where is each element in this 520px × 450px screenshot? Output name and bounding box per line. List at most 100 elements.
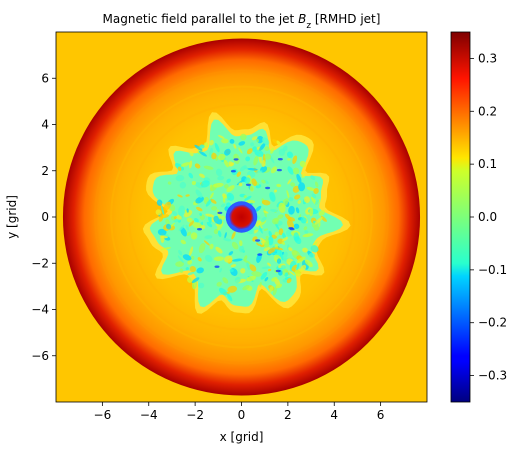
turbulence-speckle — [238, 141, 246, 146]
turbulence-speckle — [175, 214, 182, 220]
turbulence-speckle — [243, 195, 247, 199]
turbulence-speckle — [156, 199, 163, 206]
negative-spot — [217, 211, 223, 215]
negative-spot — [257, 253, 263, 256]
turbulence-speckle — [213, 228, 219, 235]
colorbar-tick-label: −0.1 — [478, 263, 507, 277]
turbulence-speckle — [285, 229, 293, 237]
turbulence-speckle — [293, 223, 300, 229]
turbulence-speckle — [204, 254, 213, 263]
turbulence-speckle — [246, 199, 256, 204]
turbulence-speckle — [195, 196, 204, 204]
turbulence-speckle — [284, 272, 289, 277]
turbulence-speckle — [310, 245, 319, 253]
turbulence-speckle — [265, 235, 269, 240]
turbulence-speckle — [281, 241, 286, 245]
turbulence-speckle — [178, 205, 185, 216]
turbulence-speckle — [171, 210, 178, 217]
turbulence-speckle — [179, 181, 187, 189]
turbulence-speckle — [300, 217, 307, 224]
x-axis-ticks: −6 −4 −2 0 2 4 6 — [94, 402, 384, 422]
turbulence-speckle — [244, 177, 251, 184]
turbulence-speckle — [200, 180, 210, 188]
turbulence-speckle — [185, 224, 190, 231]
turbulence-speckle — [217, 134, 225, 139]
turbulence-speckle — [306, 186, 316, 192]
turbulence-speckle — [199, 144, 205, 149]
turbulence-speckle — [228, 161, 234, 166]
turbulence-speckle — [303, 226, 308, 231]
turbulence-speckle — [191, 180, 196, 186]
turbulence-speckle — [243, 255, 248, 261]
turbulence-speckle — [189, 151, 194, 157]
turbulence-speckle — [195, 189, 203, 198]
turbulence-speckle — [178, 224, 185, 232]
turbulence-speckle — [231, 231, 236, 240]
turbulence-speckle — [262, 137, 270, 146]
turbulence-speckle — [314, 216, 323, 225]
turbulence-speckle — [255, 205, 262, 212]
x-tick-label: 4 — [330, 408, 338, 422]
turbulence-speckle — [245, 156, 251, 162]
turbulence-speckle — [313, 225, 320, 231]
turbulence-speckle — [221, 138, 229, 144]
negative-spot — [230, 170, 236, 173]
turbulence-speckle — [264, 153, 272, 160]
negative-spot — [275, 269, 281, 273]
turbulence-speckle — [226, 293, 233, 302]
turbulence-speckle — [189, 266, 197, 273]
turbulence-speckle — [270, 166, 277, 174]
turbulence-speckle — [224, 184, 229, 189]
turbulence-speckle — [268, 230, 273, 238]
turbulence-speckle — [268, 236, 274, 246]
turbulence-speckle — [251, 271, 262, 277]
turbulence-speckle — [314, 199, 320, 206]
turbulence-speckle — [270, 252, 277, 255]
turbulence-speckle — [180, 162, 191, 167]
turbulence-speckle — [288, 205, 295, 215]
turbulence-speckle — [264, 146, 270, 152]
turbulence-speckle — [239, 240, 243, 247]
turbulence-speckle — [196, 206, 203, 212]
central-spot — [229, 204, 254, 230]
x-tick-label: −2 — [186, 408, 204, 422]
negative-spot — [288, 227, 294, 230]
turbulence-speckle — [274, 231, 279, 237]
turbulence-speckle — [286, 189, 290, 200]
turbulence-speckle — [299, 160, 307, 168]
shock-ring — [110, 85, 373, 349]
turbulence-speckle — [211, 206, 218, 211]
turbulence-speckle — [300, 264, 307, 272]
turbulence-speckle — [270, 147, 274, 154]
turbulence-speckle — [246, 275, 257, 282]
turbulence-speckle — [226, 178, 231, 183]
colorbar-tick-label: 0.3 — [478, 51, 497, 65]
turbulence-speckle — [228, 251, 234, 256]
turbulence-speckle — [206, 221, 213, 228]
shock-ring — [94, 69, 389, 365]
turbulence-speckle — [224, 232, 227, 239]
turbulence-speckle — [213, 182, 224, 188]
turbulence-speckle — [217, 153, 226, 161]
turbulence-speckle — [233, 144, 237, 149]
turbulence-speckle — [298, 182, 306, 192]
negative-spot — [276, 168, 282, 172]
turbulence-speckle — [187, 276, 193, 283]
y-tick-label: 4 — [41, 118, 49, 132]
turbulence-speckle — [309, 207, 314, 217]
chart-title: Magnetic field parallel to the jet Bz [R… — [103, 12, 381, 31]
turbulence-speckle — [189, 246, 194, 256]
turbulence-speckle — [251, 178, 257, 187]
y-tick-label: 2 — [41, 164, 49, 178]
turbulence-speckle — [191, 277, 200, 283]
colorbar-tick-label: −0.3 — [478, 369, 507, 383]
turbulence-speckle — [261, 160, 266, 167]
turbulence-speckle — [302, 233, 314, 238]
negative-spot — [214, 265, 220, 268]
turbulence-speckle — [194, 218, 199, 223]
turbulence-speckle — [238, 147, 243, 154]
turbulence-speckle — [278, 148, 286, 156]
turbulence-speckle — [264, 241, 270, 248]
shock-ring — [128, 103, 355, 331]
turbulence-speckle — [234, 276, 241, 284]
